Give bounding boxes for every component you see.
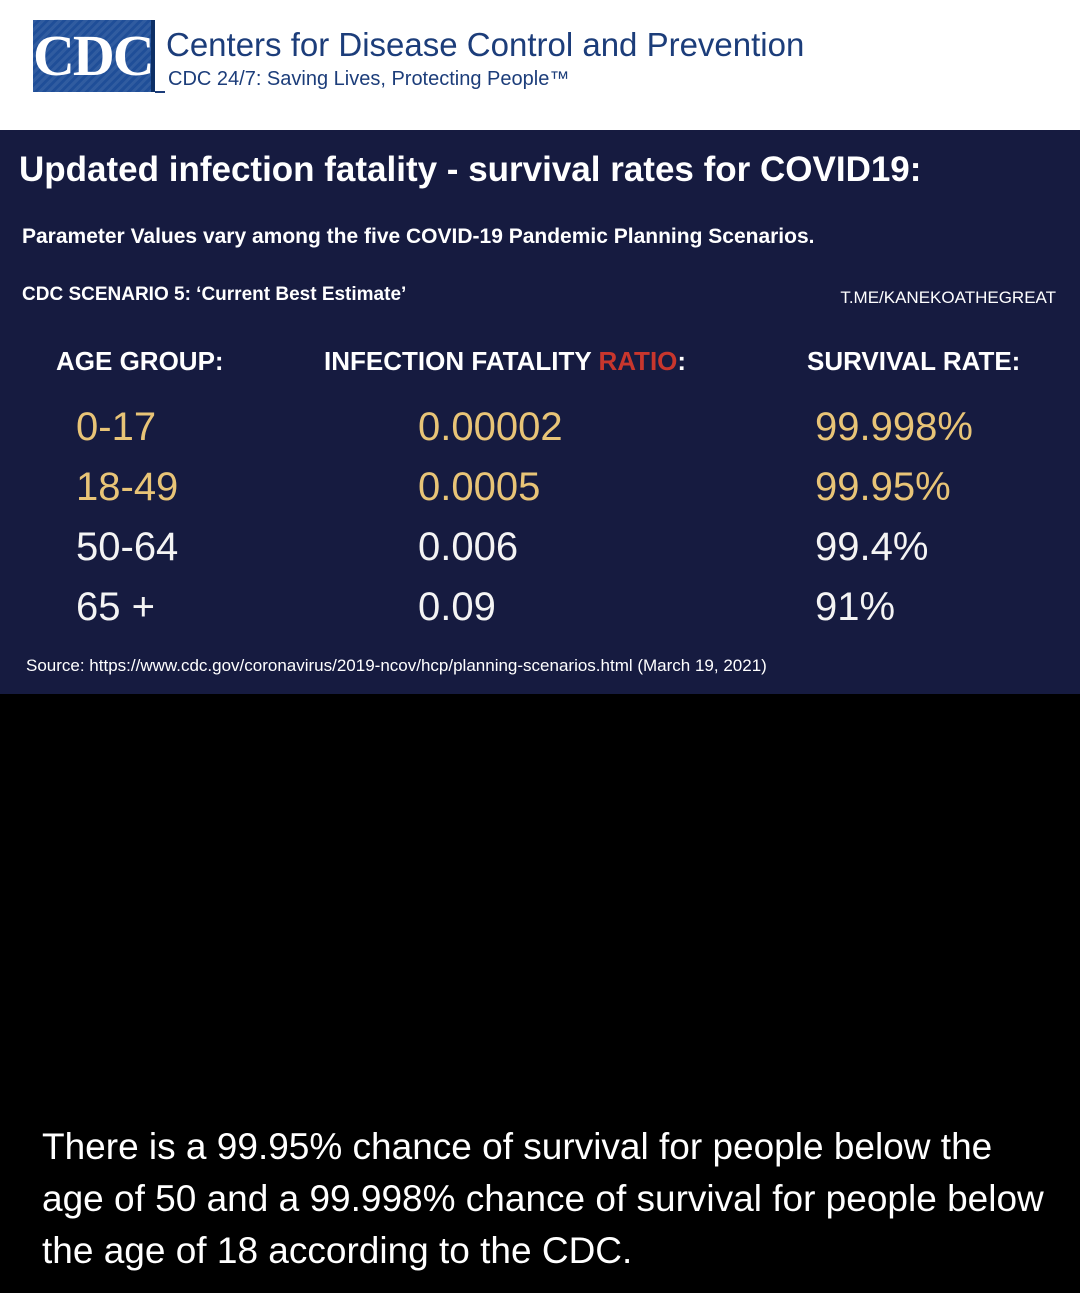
watermark: T.ME/KANEKOATHEGREAT [840, 288, 1056, 307]
header-infection-fatality-ratio: INFECTION FATALITY RATIO: [324, 346, 686, 377]
panel-title: Updated infection fatality - survival ra… [19, 150, 922, 189]
ifr-cell: 0.006 [418, 525, 519, 569]
cdc-tagline: CDC 24/7: Saving Lives, Protecting Peopl… [168, 68, 570, 90]
age-cell: 50-64 [76, 525, 179, 569]
ifr-cell: 0.0005 [418, 465, 541, 509]
age-cell: 0-17 [76, 405, 157, 449]
caption-text: There is a 99.95% chance of survival for… [42, 1126, 1044, 1271]
age-cell: 65 + [76, 585, 155, 629]
header-age-group: AGE GROUP: [56, 346, 224, 376]
survival-cell: 99.4% [815, 525, 929, 569]
survival-cell: 99.998% [815, 405, 973, 449]
age-cell: 18-49 [76, 465, 179, 509]
survival-cell: 99.95% [815, 465, 951, 509]
survival-cell: 91% [815, 585, 896, 629]
logo-underline [155, 91, 165, 93]
source-citation: Source: https://www.cdc.gov/coronavirus/… [26, 656, 767, 675]
panel-subtitle: Parameter Values vary among the five COV… [22, 225, 815, 248]
ifr-cell: 0.09 [418, 585, 496, 629]
header-ifr-accent: RATIO [598, 346, 678, 376]
header-ifr-prefix: INFECTION FATALITY [324, 346, 599, 376]
cdc-logo: CDC [33, 20, 155, 92]
cdc-header: CDC Centers for Disease Control and Prev… [0, 0, 1080, 130]
header-ifr-suffix: : [677, 346, 687, 376]
scenario-label: CDC SCENARIO 5: ‘Current Best Estimate’ [22, 284, 407, 305]
fatality-panel: Updated infection fatality - survival ra… [0, 130, 1080, 694]
cdc-logo-text: CDC [33, 23, 155, 88]
ifr-cell: 0.00002 [418, 405, 563, 449]
header-survival-rate: SURVIVAL RATE: [807, 346, 1021, 376]
cdc-org-name: Centers for Disease Control and Preventi… [166, 26, 805, 63]
